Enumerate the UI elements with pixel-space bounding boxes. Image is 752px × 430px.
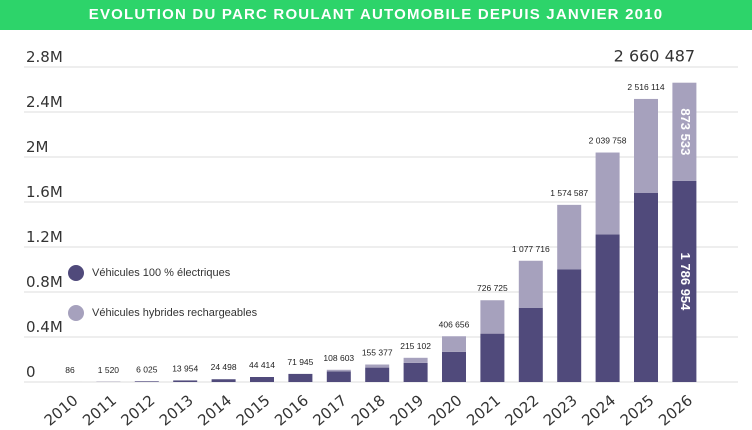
y-axis: 0 0.4M 0.8M 1.2M 1.6M 2M 2.4M 2.8M: [26, 48, 63, 381]
total-label: 108 603: [323, 353, 354, 363]
x-tick-label: 2022: [502, 391, 543, 429]
bar-hybrid: [326, 369, 351, 372]
bar-electric: [134, 381, 159, 382]
total-label: 86: [65, 365, 75, 375]
y-tick-label: 0: [26, 363, 36, 381]
total-label: 13 954: [172, 363, 198, 373]
bar-hybrid: [365, 364, 390, 368]
total-label: 726 725: [477, 283, 508, 293]
x-tick-label: 2015: [233, 391, 274, 429]
bar-electric: [442, 351, 466, 382]
x-tick-label: 2011: [79, 391, 120, 429]
x-tick-label: 2017: [310, 391, 351, 429]
total-label: 2 660 487: [614, 47, 695, 66]
x-tick-label: 2010: [41, 391, 82, 429]
x-tick-label: 2016: [271, 391, 312, 429]
bar-electric: [557, 269, 582, 382]
total-label: 6 025: [136, 364, 158, 374]
bar-electric: [634, 193, 658, 382]
bar-electric: [173, 380, 198, 382]
total-label: 215 102: [400, 341, 431, 351]
x-tick-label: 2019: [386, 391, 427, 429]
bar-electric: [211, 379, 236, 382]
segment-label-hybrid: 873 533: [678, 108, 693, 155]
x-tick-label: 2012: [118, 391, 159, 429]
bars: [58, 82, 697, 382]
total-label: 24 498: [211, 362, 237, 372]
bar-hybrid: [595, 152, 620, 235]
bar-hybrid: [480, 300, 505, 334]
total-label: 2 039 758: [589, 136, 627, 146]
bar-electric: [672, 180, 697, 382]
data-labels: 86 1 520 6 025 13 954 24 498 44 414 71 945 108 …: [65, 47, 695, 375]
bar-hybrid: [634, 98, 658, 193]
bar-electric: [518, 307, 543, 382]
y-tick-label: 0.8M: [26, 273, 63, 291]
x-tick-label: 2023: [540, 391, 581, 429]
bar-electric: [365, 367, 390, 382]
total-label: 406 656: [439, 319, 470, 329]
legend-label-hybrid: Véhicules hybrides rechargeables: [92, 307, 258, 319]
bar-hybrid: [442, 336, 466, 352]
x-tick-label: 2013: [156, 391, 197, 429]
x-tick-label: 2025: [617, 391, 658, 429]
bar-electric: [250, 377, 274, 382]
y-tick-label: 1.6M: [26, 183, 63, 201]
total-label: 44 414: [249, 360, 275, 370]
total-label: 2 516 114: [627, 82, 664, 92]
chart-title: EVOLUTION DU PARC ROULANT AUTOMOBILE DEP…: [0, 0, 752, 30]
bar-electric: [326, 371, 351, 382]
y-tick-label: 0.4M: [26, 318, 63, 336]
x-tick-label: 2018: [348, 391, 389, 429]
x-tick-label: 2021: [463, 391, 504, 429]
legend-item-electric: Véhicules 100 % électriques: [68, 262, 257, 284]
bar-electric: [403, 362, 428, 382]
y-tick-label: 2.8M: [26, 48, 63, 66]
x-tick-label: 2020: [425, 391, 466, 429]
legend: Véhicules 100 % électriques Véhicules hy…: [68, 262, 257, 342]
total-label: 155 377: [362, 348, 393, 358]
total-label: 1 077 716: [512, 244, 550, 254]
bar-hybrid: [672, 82, 697, 181]
bar-electric: [480, 333, 505, 382]
x-tick-label: 2026: [655, 391, 696, 429]
legend-item-hybrid: Véhicules hybrides rechargeables: [68, 302, 257, 324]
total-label: 1 574 587: [550, 188, 588, 198]
bar-electric: [288, 373, 313, 382]
bar-hybrid: [403, 357, 428, 363]
legend-label-electric: Véhicules 100 % électriques: [92, 267, 231, 279]
y-tick-label: 2M: [26, 138, 49, 156]
x-tick-label: 2014: [194, 391, 235, 429]
bar-hybrid: [518, 260, 543, 308]
y-tick-label: 2.4M: [26, 93, 63, 111]
legend-swatch-hybrid: [68, 305, 84, 321]
total-label: 71 945: [287, 357, 313, 367]
total-label: 1 520: [98, 365, 120, 375]
bar-hybrid: [557, 204, 582, 270]
bar-electric: [595, 234, 620, 382]
segment-label-electric: 1 786 954: [678, 253, 693, 312]
x-tick-label: 2024: [578, 391, 619, 429]
legend-swatch-electric: [68, 265, 84, 281]
x-axis: 2010201120122013201420152016201720182019…: [41, 391, 696, 429]
y-tick-label: 1.2M: [26, 228, 63, 246]
